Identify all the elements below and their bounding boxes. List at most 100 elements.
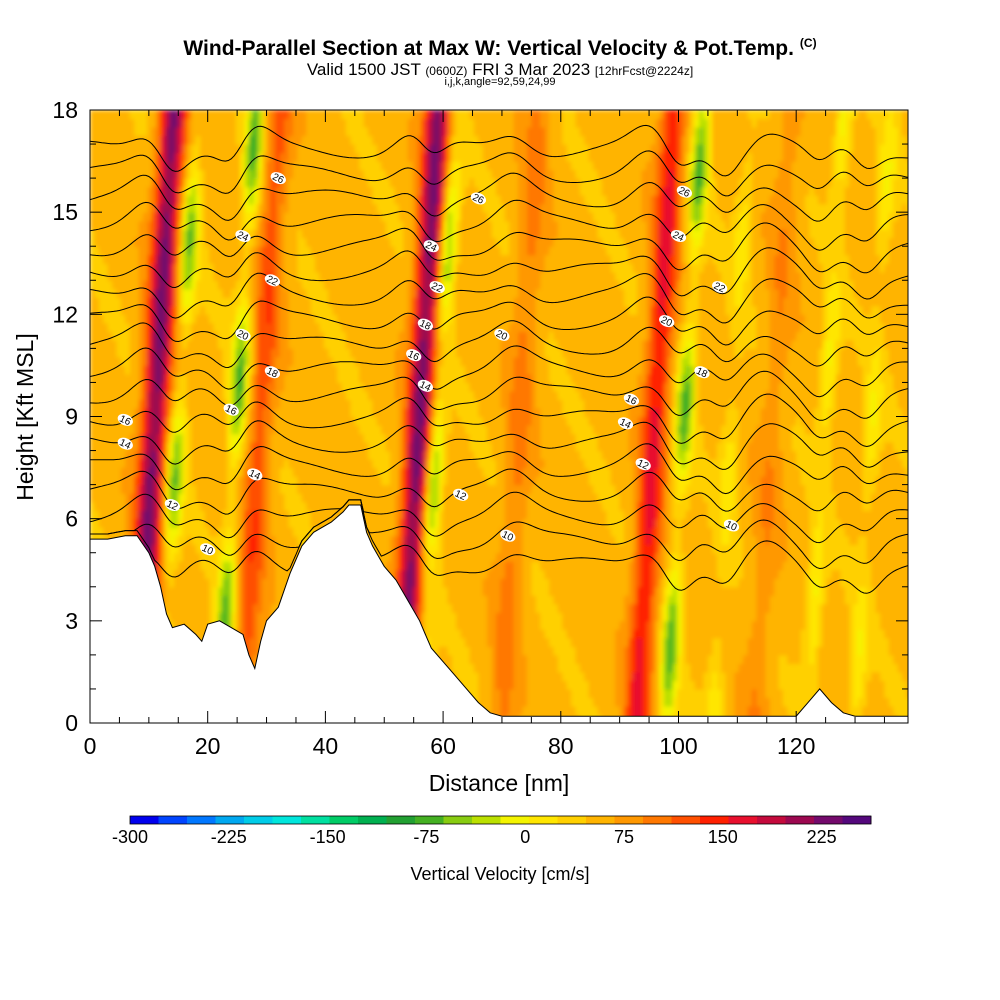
velocity-cell <box>173 263 179 273</box>
velocity-cell <box>204 220 210 230</box>
velocity-cell <box>218 356 224 367</box>
velocity-cell <box>103 356 109 367</box>
velocity-cell <box>266 144 272 154</box>
velocity-cell <box>284 535 290 545</box>
velocity-cell <box>195 476 201 486</box>
velocity-cell <box>125 390 131 401</box>
velocity-cell <box>187 186 193 196</box>
velocity-cell <box>107 254 113 264</box>
velocity-cell <box>231 476 237 486</box>
velocity-cell <box>235 339 241 349</box>
velocity-cell <box>120 254 126 264</box>
velocity-cell <box>363 407 369 418</box>
velocity-cell <box>147 203 153 213</box>
velocity-cell <box>151 484 157 494</box>
velocity-cell <box>306 297 312 307</box>
velocity-cell <box>266 535 272 545</box>
velocity-cell <box>195 348 201 358</box>
velocity-cell <box>98 459 104 469</box>
velocity-cell <box>341 229 347 239</box>
velocity-cell <box>363 271 369 281</box>
velocity-cell <box>235 561 241 571</box>
velocity-cell <box>120 212 126 222</box>
velocity-cell <box>368 442 374 452</box>
velocity-cell <box>178 407 184 418</box>
velocity-cell <box>381 161 387 171</box>
velocity-cell <box>275 237 281 247</box>
velocity-cell <box>103 407 109 418</box>
velocity-cell <box>306 365 312 375</box>
velocity-cell <box>262 297 268 307</box>
velocity-cell <box>368 212 374 222</box>
velocity-cell <box>218 595 224 605</box>
velocity-cell <box>187 382 193 392</box>
velocity-cell <box>103 339 109 349</box>
velocity-cell <box>279 399 285 409</box>
velocity-cell <box>306 212 312 222</box>
velocity-cell <box>134 425 140 435</box>
velocity-cell <box>381 484 387 494</box>
velocity-cell <box>187 229 193 239</box>
velocity-cell <box>151 322 157 332</box>
velocity-cell <box>328 169 334 179</box>
velocity-cell <box>385 297 391 307</box>
velocity-cell <box>125 382 131 392</box>
velocity-cell <box>332 373 338 384</box>
velocity-cell <box>323 263 329 273</box>
velocity-cell <box>160 178 166 188</box>
velocity-cell <box>363 110 369 120</box>
velocity-cell <box>134 476 140 486</box>
velocity-cell <box>191 518 197 528</box>
velocity-cell <box>262 314 268 324</box>
velocity-cell <box>98 450 104 460</box>
velocity-cell <box>218 339 224 349</box>
velocity-cell <box>98 433 104 443</box>
velocity-cell <box>156 178 162 188</box>
velocity-cell <box>240 527 246 537</box>
velocity-cell <box>350 118 356 128</box>
velocity-cell <box>376 186 382 196</box>
velocity-cell <box>125 399 131 409</box>
velocity-cell <box>332 459 338 469</box>
velocity-cell <box>169 586 175 596</box>
velocity-cell <box>178 271 184 281</box>
velocity-cell <box>275 203 281 213</box>
velocity-cell <box>341 305 347 315</box>
velocity-cell <box>173 510 179 520</box>
velocity-cell <box>368 373 374 384</box>
velocity-cell <box>376 433 382 443</box>
velocity-cell <box>306 450 312 460</box>
velocity-cell <box>310 169 316 179</box>
velocity-cell <box>165 535 171 545</box>
velocity-cell <box>187 442 193 452</box>
velocity-cell <box>116 459 122 469</box>
velocity-cell <box>209 373 215 384</box>
velocity-cell <box>337 339 343 349</box>
velocity-cell <box>138 246 144 256</box>
velocity-cell <box>279 510 285 520</box>
velocity-cell <box>112 229 118 239</box>
velocity-cell <box>147 373 153 384</box>
velocity-cell <box>129 314 135 324</box>
velocity-cell <box>332 365 338 375</box>
velocity-cell <box>195 161 201 171</box>
velocity-cell <box>165 390 171 401</box>
velocity-cell <box>310 144 316 154</box>
velocity-cell <box>359 237 365 247</box>
velocity-cell <box>142 127 148 137</box>
velocity-cell <box>284 220 290 230</box>
velocity-cell <box>151 365 157 375</box>
velocity-cell <box>350 459 356 469</box>
velocity-cell <box>191 450 197 460</box>
velocity-cell <box>297 331 303 341</box>
velocity-cell <box>306 220 312 230</box>
velocity-cell <box>231 212 237 222</box>
velocity-cell <box>315 450 321 460</box>
velocity-cell <box>240 135 246 145</box>
velocity-cell <box>147 271 153 281</box>
velocity-cell <box>90 425 96 435</box>
velocity-cell <box>129 348 135 358</box>
velocity-cell <box>134 348 140 358</box>
velocity-cell <box>248 144 254 154</box>
velocity-cell <box>288 390 294 401</box>
